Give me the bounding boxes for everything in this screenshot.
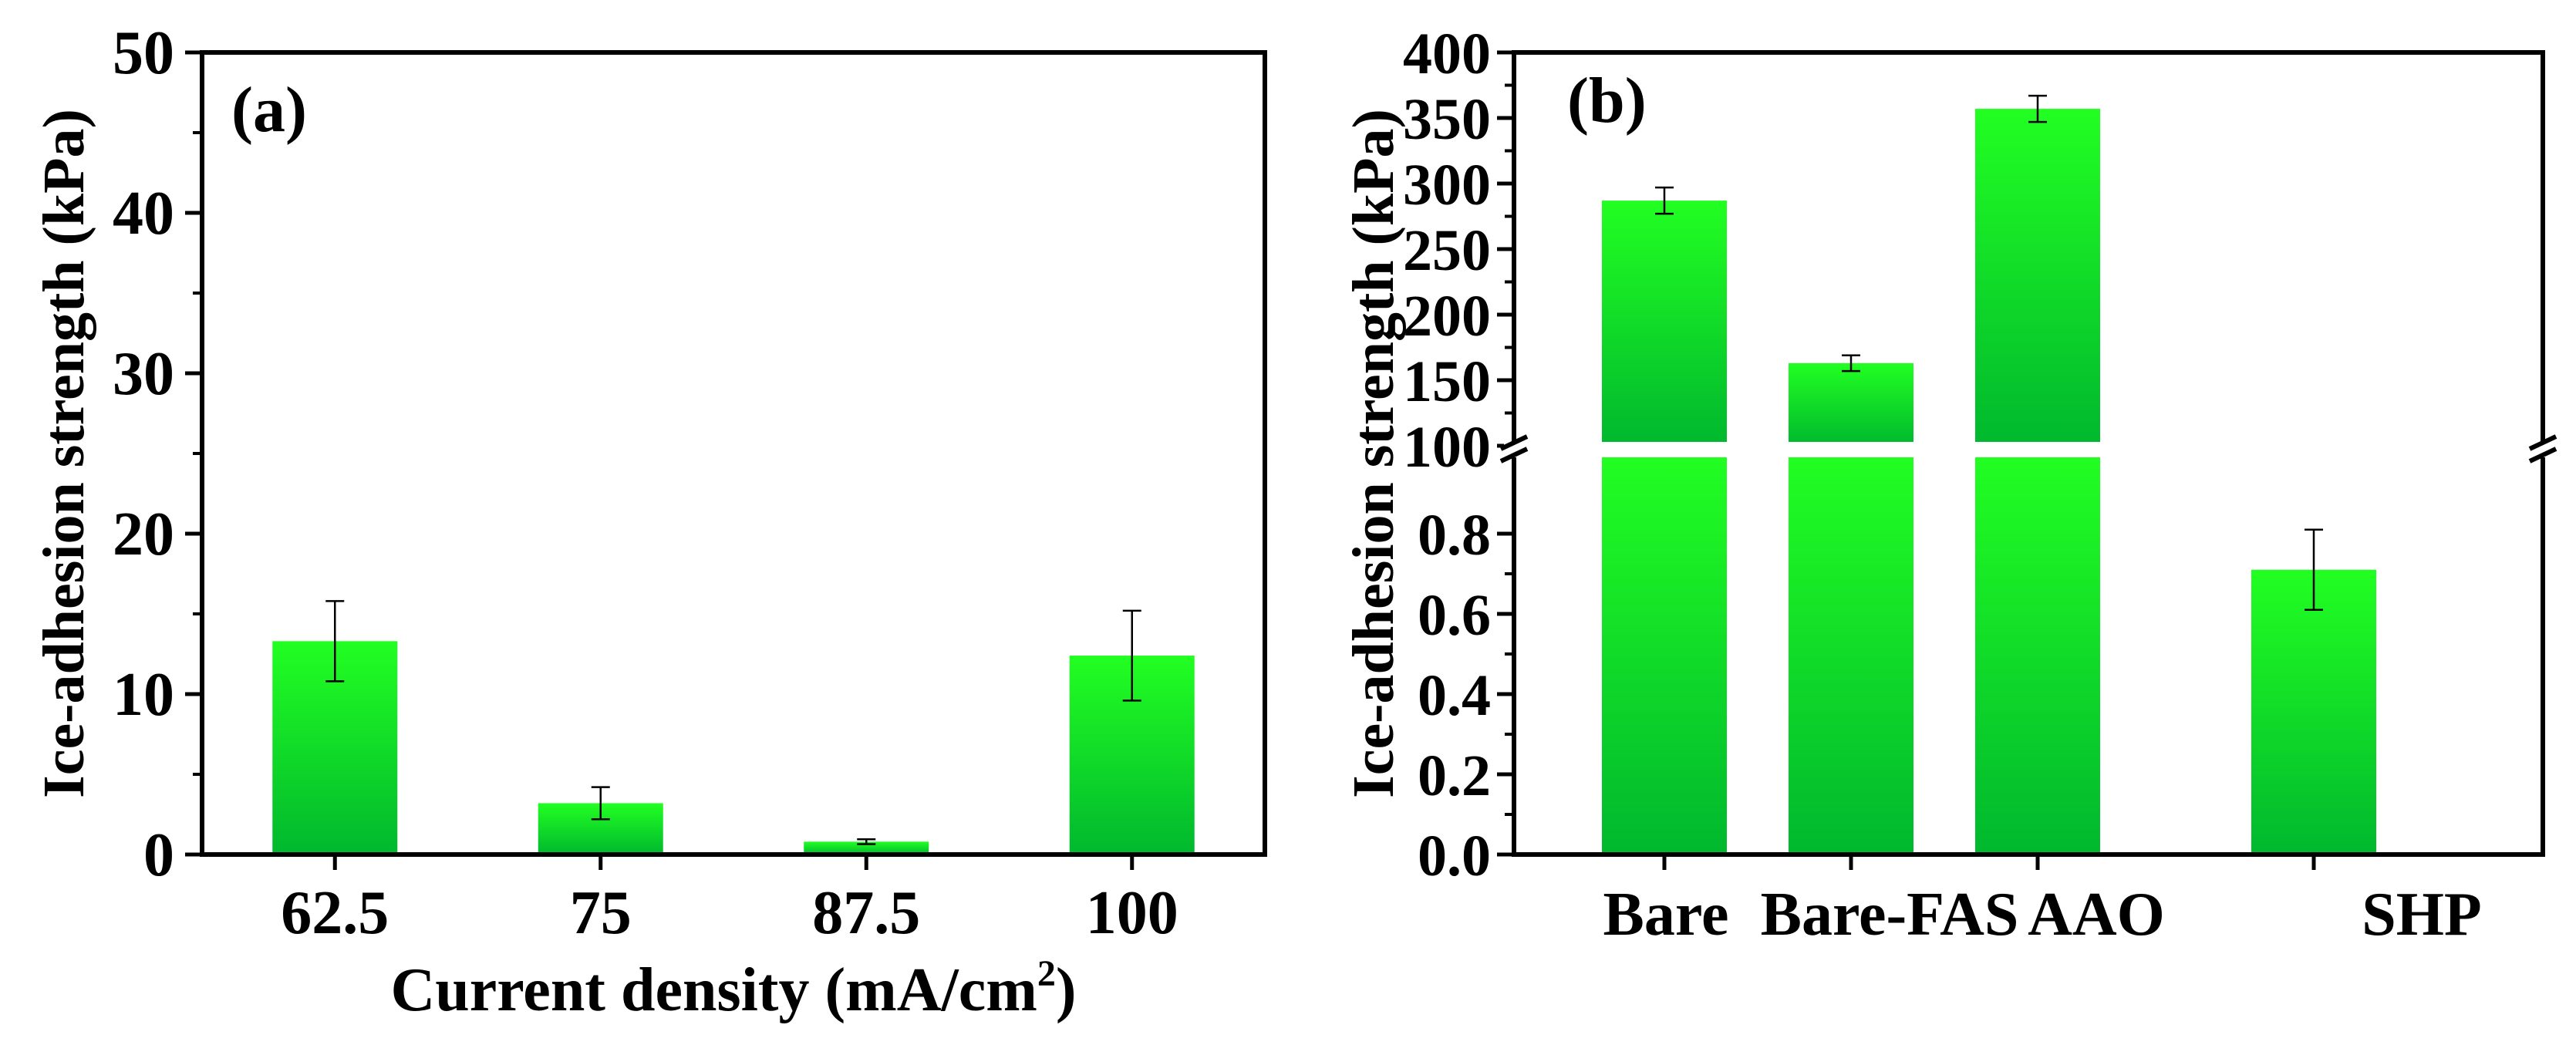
bar-b-Bare-FAS-lower — [1789, 453, 1913, 855]
y-tick-label-a: 30 — [113, 340, 174, 408]
y-tick-label-b: 0.0 — [1418, 824, 1491, 888]
y-tick-label-b: 350 — [1403, 87, 1491, 152]
error-bar-b-SHP — [2305, 528, 2323, 612]
bar-b-AAO-lower — [1975, 453, 2100, 855]
y-tick-label-b: 250 — [1403, 218, 1491, 283]
y-tick-label-b: 150 — [1403, 349, 1491, 414]
error-bar-a-62.5 — [325, 600, 345, 683]
x-tick-label-a: 100 — [1086, 879, 1178, 947]
panel-b-bars — [1602, 109, 2376, 855]
error-bar-a-87.5 — [857, 838, 876, 845]
y-tick-label-b: 0.4 — [1418, 663, 1491, 728]
panel-b-label: (b) — [1567, 65, 1647, 137]
bar-b-Bare-lower — [1602, 453, 1727, 855]
panel-b-y-axis-title: Ice-adhesion strength (kPa) — [1341, 109, 1406, 798]
panel-a-frame — [200, 50, 1267, 857]
bar-b-AAO-upper — [1975, 109, 2100, 446]
y-tick-label-b: 400 — [1403, 22, 1491, 86]
x-tick-label-b: AAO — [2028, 881, 2165, 949]
panel-b-error-bars — [1655, 94, 2323, 612]
bar-b-Bare-upper — [1602, 201, 1727, 446]
y-tick-label-a: 0 — [143, 821, 174, 889]
panel-a-label: (a) — [231, 74, 307, 146]
y-tick-label-b: 0.6 — [1418, 583, 1491, 648]
panel-b-axis-break-left — [1499, 434, 1529, 464]
bar-b-SHP — [2251, 569, 2376, 855]
y-tick-label-a: 10 — [113, 661, 174, 729]
y-tick-label-a: 20 — [113, 501, 174, 568]
x-tick-label-a: 62.5 — [281, 879, 389, 947]
x-tick-label-a: 87.5 — [812, 879, 920, 947]
panel-a-y-axis: 0 10 20 30 40 50 — [113, 19, 202, 889]
bar-b-Bare-FAS-upper — [1789, 362, 1913, 446]
panel-a-x-axis: 62.5 75 87.5 100 — [281, 855, 1178, 947]
panel-a-x-axis-title-superscript: 2 — [1037, 953, 1056, 994]
panel-b-axis-break-right — [2528, 434, 2557, 464]
error-bar-b-AAO — [2028, 94, 2047, 123]
panel-a-bars — [272, 641, 1195, 855]
y-tick-label-b: 200 — [1403, 284, 1491, 349]
x-tick-label-b: Bare — [1603, 881, 1729, 949]
y-tick-label-b: 100 — [1403, 415, 1491, 480]
bar-a-87.5 — [804, 841, 929, 855]
x-tick-label-a: 75 — [570, 879, 632, 947]
y-tick-label-a: 40 — [113, 180, 174, 248]
error-bar-b-Bare-FAS — [1842, 354, 1860, 372]
panel-a-x-axis-title-main: Current density (mA/cm — [390, 956, 1037, 1024]
panel-b-axis-break-gap — [1504, 442, 2553, 457]
panel-a-y-axis-title: Ice-adhesion strength (kPa) — [32, 109, 96, 798]
error-bar-a-100 — [1122, 609, 1141, 702]
y-tick-label-b: 0.8 — [1418, 503, 1491, 568]
y-tick-label-b: 300 — [1403, 153, 1491, 217]
panel-a-x-axis-title-close: ) — [1056, 956, 1077, 1024]
y-tick-label-a: 50 — [113, 19, 174, 87]
error-bar-a-75 — [591, 786, 610, 821]
x-tick-label-b: SHP — [2362, 881, 2482, 949]
y-tick-label-b: 0.2 — [1418, 743, 1491, 808]
x-tick-label-b: Bare-FAS — [1761, 881, 2019, 949]
error-bar-b-Bare — [1655, 186, 1674, 215]
panel-b-x-axis: Bare Bare-FAS AAO SHP — [1603, 855, 2482, 949]
chart-panel-a: 0 10 20 30 40 50 62.5 75 87.5 100 (a) Ice-adhesi… — [32, 19, 1267, 1024]
panel-a-x-axis-title: Current density (mA/cm2) — [390, 953, 1076, 1024]
panel-a-error-bars — [325, 600, 1141, 845]
